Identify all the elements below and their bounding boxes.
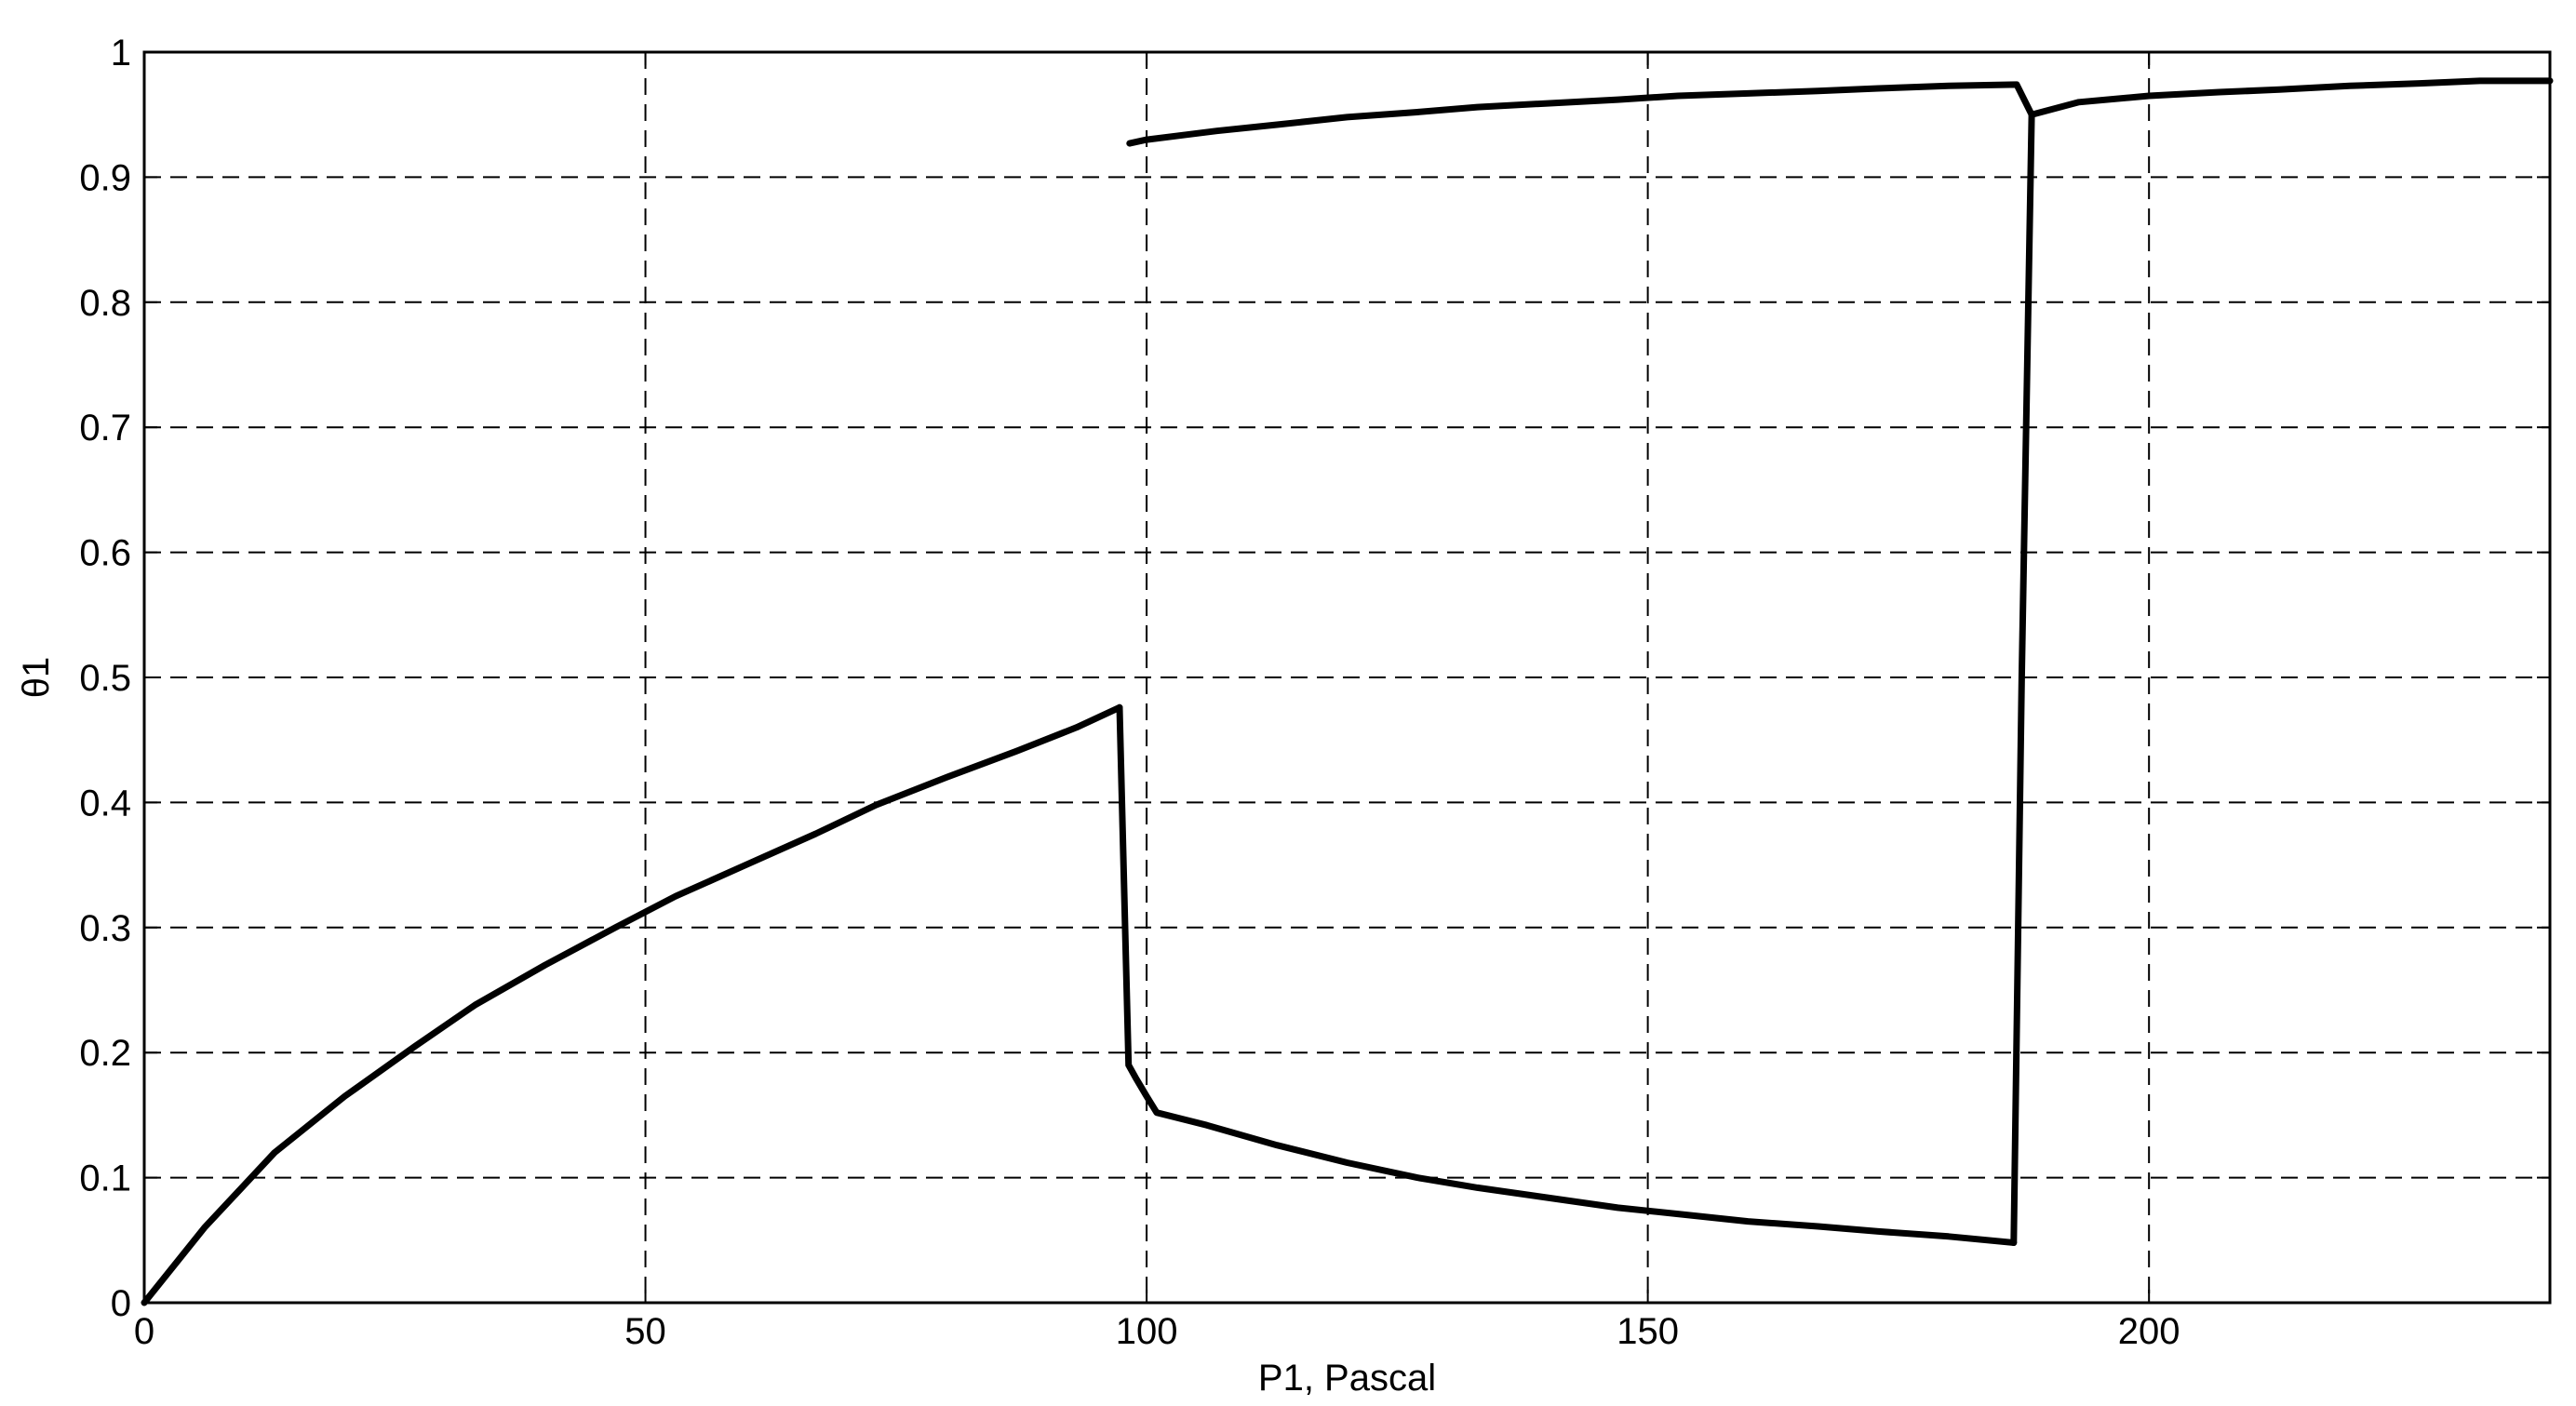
x-tick-label: 100 [1116,1311,1178,1352]
y-tick-label: 0.7 [79,408,131,449]
y-tick-label: 0.2 [79,1033,131,1074]
data-series [141,77,2554,1306]
x-axis-ticks: 0 50 100 150 200 [134,52,2180,1352]
grid [144,52,2550,1303]
y-tick-label: 0.5 [79,658,131,699]
y-tick-label: 0.4 [79,783,131,824]
x-tick-label: 150 [1617,1311,1679,1352]
series-line-1 [141,703,1123,1306]
x-tick-label: 0 [134,1311,154,1352]
x-axis-label: P1, Pascal [1258,1358,1436,1399]
y-axis-label: θ1 [16,657,57,699]
x-tick-label: 50 [624,1311,666,1352]
series-line-2 [1116,703,2018,1246]
y-tick-label: 0 [111,1283,131,1324]
y-tick-label: 0.1 [79,1158,131,1199]
y-tick-label: 0.6 [79,533,131,574]
y-tick-label: 0.8 [79,283,131,324]
x-tick-label: 200 [2118,1311,2180,1352]
y-tick-label: 0.3 [79,908,131,949]
series-line-3 [1126,81,2035,147]
y-tick-label: 0.9 [79,157,131,198]
y-tick-label: 1 [111,33,131,74]
series-line-4 [2010,77,2554,1246]
y-axis-ticks: 0 0.1 0.2 0.3 0.4 0.5 0.6 0.7 0.8 0.9 1 [79,33,2550,1324]
